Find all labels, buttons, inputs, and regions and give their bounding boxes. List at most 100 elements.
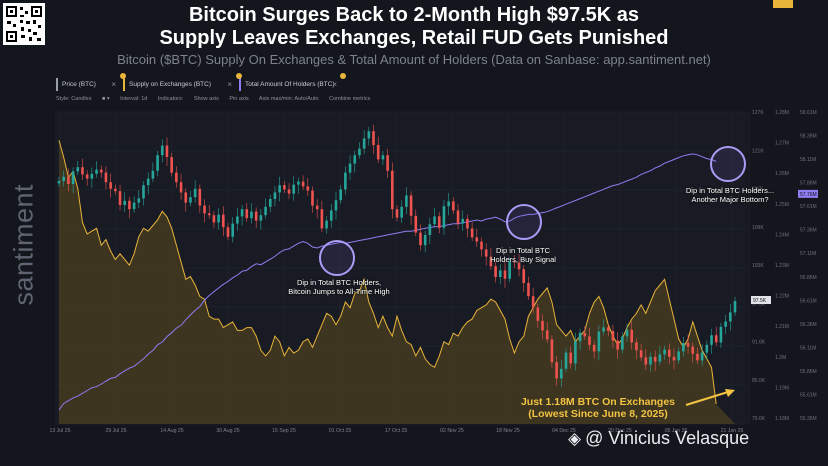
candle-body <box>625 329 629 337</box>
price-candle <box>348 155 352 180</box>
candle-body <box>508 261 511 279</box>
holders-current-tag <box>798 189 818 198</box>
candle-body <box>236 216 239 224</box>
candle-body <box>90 173 94 179</box>
candle-body <box>128 200 131 210</box>
price-candle <box>588 328 591 351</box>
style-select[interactable]: Style: Candles <box>56 96 92 102</box>
color-swatch[interactable]: ■ ▾ <box>102 96 110 102</box>
price-candle <box>142 181 145 206</box>
candle-body <box>315 205 319 210</box>
candle-body <box>724 321 727 327</box>
candle-body <box>156 155 159 171</box>
price-candle <box>456 204 460 229</box>
candle-body <box>710 335 713 345</box>
tab-label: Supply on Exchanges (BTC) <box>129 81 212 88</box>
price-candle <box>71 167 75 193</box>
y-tick-label: 58.61M <box>800 110 817 116</box>
price-candle <box>344 166 347 195</box>
candle-body <box>630 329 634 343</box>
candle-body <box>339 189 342 201</box>
price-candle <box>564 348 568 373</box>
tab-label: Total Amount Of Holders (BTC) <box>245 81 335 88</box>
candle-body <box>621 336 624 350</box>
close-icon[interactable]: × <box>227 80 232 89</box>
price-candle <box>470 222 474 241</box>
candle-body <box>212 215 216 223</box>
price-candle <box>466 214 469 238</box>
price-candle <box>578 328 582 351</box>
candle-body <box>353 155 357 164</box>
combine-metrics-button[interactable]: Combine metrics <box>329 96 371 102</box>
annotation-circle-buy <box>506 204 542 240</box>
y-tick-label: 57.86M <box>800 181 817 187</box>
candle-body <box>142 185 145 199</box>
candle-body <box>67 176 70 184</box>
candle-body <box>480 241 483 250</box>
price-candle <box>236 208 239 231</box>
price-candle <box>62 170 65 187</box>
price-candle <box>165 137 169 166</box>
tab-total-holders[interactable]: Total Amount Of Holders (BTC) × <box>236 73 346 91</box>
price-candle <box>320 200 324 232</box>
tab-price[interactable]: Price (BTC) × <box>56 78 120 91</box>
price-candle <box>175 166 178 188</box>
price-candle <box>81 158 84 180</box>
price-candle <box>602 319 605 336</box>
candle-body <box>165 145 169 157</box>
candle-body <box>71 171 75 184</box>
candle-body <box>592 344 596 352</box>
price-candle <box>334 191 338 220</box>
price-candle <box>301 175 305 190</box>
candle-body <box>470 228 474 238</box>
candle-body <box>99 169 103 173</box>
candle-body <box>405 195 408 207</box>
price-candle <box>428 217 432 244</box>
x-tick-label: 18 Nov 25 <box>496 428 520 434</box>
candle-body <box>250 211 253 219</box>
candle-body <box>517 262 521 270</box>
price-candle <box>536 303 540 328</box>
badge-dot <box>236 73 242 79</box>
price-candle <box>264 198 267 219</box>
price-candle <box>123 192 127 213</box>
y-tick-label: 85.6K <box>752 378 766 384</box>
indicators-select[interactable]: Indicators: <box>157 96 184 102</box>
candle-body <box>475 237 479 242</box>
price-candle <box>409 191 413 225</box>
axis-max-min-select[interactable]: Axis max/min: Auto/Auto <box>258 96 319 102</box>
x-tick-label: 21 Jan 26 <box>721 428 744 434</box>
y-tick-label: 1.24M <box>775 232 789 238</box>
price-candle <box>583 326 587 340</box>
interval-select[interactable]: Interval: 1d <box>120 96 148 102</box>
price-candle <box>151 162 155 183</box>
price-candle <box>574 332 577 371</box>
close-icon[interactable]: × <box>332 80 337 89</box>
candle-body <box>57 181 61 184</box>
candle-body <box>578 332 582 342</box>
show-axis-toggle[interactable]: Show axis <box>193 96 219 102</box>
tab-supply-on-exchanges[interactable]: Supply on Exchanges (BTC) × <box>120 73 236 91</box>
price-candle <box>226 223 230 241</box>
pin-axis-toggle[interactable]: Pin axis <box>229 96 249 102</box>
price-candle <box>367 127 371 146</box>
price-candle <box>733 296 737 316</box>
candle-body <box>175 172 178 183</box>
price-candle <box>691 342 695 363</box>
candle-body <box>560 368 563 379</box>
price-candle <box>245 202 249 222</box>
price-candle <box>672 348 676 370</box>
price-candle <box>358 142 361 159</box>
close-icon[interactable]: × <box>111 80 116 89</box>
candle-body <box>423 235 427 246</box>
price-candle <box>240 205 244 226</box>
price-candle <box>705 340 709 360</box>
price-candle <box>325 216 328 234</box>
y-tick-label: 57.36M <box>800 228 817 234</box>
candle-body <box>358 148 361 156</box>
candle-body <box>419 232 422 246</box>
y-tick-label: 109K <box>752 225 764 231</box>
x-tick-label: 01 Oct 25 <box>329 428 352 434</box>
price-candle <box>156 151 159 177</box>
candle-body <box>466 218 469 229</box>
